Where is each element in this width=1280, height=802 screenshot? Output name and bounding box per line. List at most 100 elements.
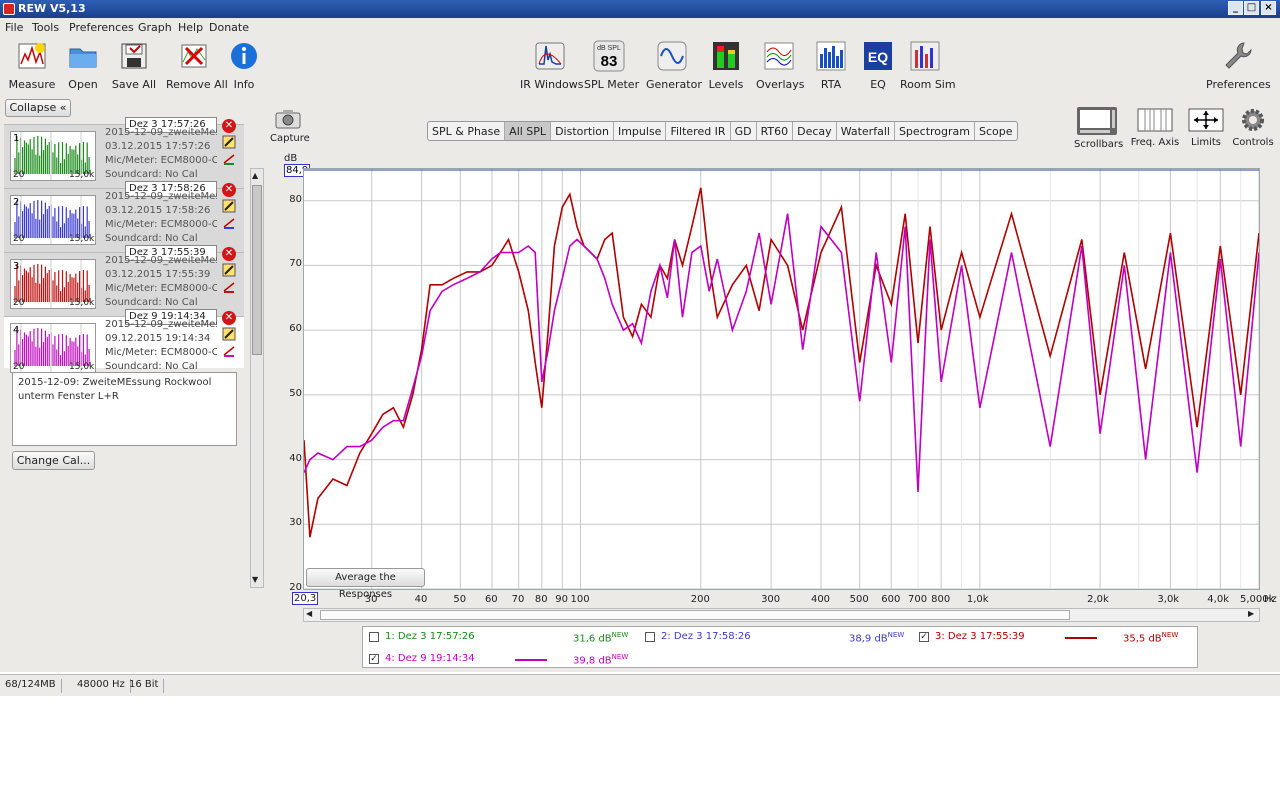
notes-textarea[interactable]: 2015-12-09: ZweiteMEssung Rockwool unter…	[12, 372, 237, 446]
measurement-date-field[interactable]: Dez 3 17:58:26	[125, 181, 217, 197]
legend-checkbox[interactable]	[369, 632, 379, 642]
tab-distortion[interactable]: Distortion	[551, 122, 614, 140]
capture-button[interactable]: Capture	[270, 108, 310, 144]
tab-impulse[interactable]: Impulse	[614, 122, 667, 140]
menu-donate[interactable]: Donate	[209, 21, 249, 34]
measurement-panel-scrollbar[interactable]: ▲ ▼	[250, 168, 264, 588]
menu-file[interactable]: File	[5, 21, 24, 34]
menu-graph[interactable]: Graph	[138, 21, 172, 34]
scroll-up-arrow[interactable]: ▲	[252, 171, 259, 180]
preferences-button[interactable]: Preferences	[1206, 40, 1271, 96]
legend-checkbox[interactable]	[645, 632, 655, 642]
legend-value: 31,6 dBNEW	[573, 631, 629, 645]
tab-gd[interactable]: GD	[731, 122, 757, 140]
freq-axis-button[interactable]: Freq. Axis	[1130, 106, 1180, 148]
measurement-card-3[interactable]: Dez 3 17:55:39 ✕ 3 20 15,0k 2015-12-09_z…	[4, 245, 244, 316]
tab-spl-phase[interactable]: SPL & Phase	[428, 122, 506, 140]
legend-checkbox[interactable]: ✓	[369, 654, 379, 664]
tab-rt60[interactable]: RT60	[757, 122, 794, 140]
measurement-thumbnail[interactable]: 4 20 15,0k	[10, 323, 96, 373]
limits-label: Limits	[1191, 137, 1221, 148]
tab-filtered-ir[interactable]: Filtered IR	[666, 122, 731, 140]
measurement-card-2[interactable]: Dez 3 17:58:26 ✕ 2 20 15,0k 2015-12-09_z…	[4, 181, 244, 252]
x-tick-label: 40	[414, 594, 428, 605]
x-tick-label: 800	[931, 594, 951, 605]
plot-horizontal-scrollbar[interactable]: ◀ ▶	[303, 608, 1260, 622]
menu-help[interactable]: Help	[178, 21, 204, 34]
x-tick-label: 4,0k	[1207, 594, 1229, 605]
color-swatch-icon[interactable]	[222, 217, 236, 229]
x-tick-label: 30	[364, 594, 378, 605]
bit-depth-status: 16 Bit	[124, 679, 165, 693]
tab-spectrogram[interactable]: Spectrogram	[895, 122, 976, 140]
controls-button[interactable]: Controls	[1232, 106, 1274, 148]
legend-checkbox[interactable]: ✓	[919, 632, 929, 642]
measurement-thumbnail[interactable]: 2 20 15,0k	[10, 195, 96, 245]
x-tick-label: 300	[761, 594, 781, 605]
measurement-date-field[interactable]: Dez 3 17:57:26	[125, 117, 217, 133]
hscroll-thumb[interactable]	[320, 610, 1070, 620]
measurement-thumbnail[interactable]: 1 20 15,0k	[10, 131, 96, 181]
thumbnail-graph	[14, 132, 90, 180]
x-tick-label: 60	[484, 594, 498, 605]
measurement-card-4[interactable]: Dez 9 19:14:34 ✕ 4 20 15,0k 2015-12-09_z…	[4, 309, 244, 373]
remove-measurement-icon[interactable]: ✕	[222, 183, 236, 197]
open-button[interactable]: Open	[62, 40, 104, 96]
scroll-right-arrow[interactable]: ▶	[1248, 609, 1255, 618]
measurement-thumbnail[interactable]: 3 20 15,0k	[10, 259, 96, 309]
save-all-button[interactable]: Save All	[110, 40, 158, 96]
color-swatch-icon[interactable]	[222, 153, 236, 165]
menu-preferences[interactable]: Preferences	[69, 21, 134, 34]
remove-measurement-icon[interactable]: ✕	[222, 247, 236, 261]
maximize-button[interactable]: □	[1244, 1, 1259, 15]
remove-measurement-icon[interactable]: ✕	[222, 311, 236, 325]
scroll-left-arrow[interactable]: ◀	[306, 609, 313, 618]
edit-pencil-icon[interactable]	[222, 327, 236, 341]
spl-meter-button[interactable]: dB SPL 83 SPL Meter	[584, 40, 640, 96]
thumbnail-high-freq: 15,0k	[69, 362, 95, 372]
eq-button[interactable]: EQ EQ	[862, 40, 894, 96]
sample-rate-status: 48000 Hz	[72, 679, 131, 693]
menu-tools[interactable]: Tools	[32, 21, 60, 34]
freq-axis-icon	[1137, 108, 1173, 132]
minimize-button[interactable]: _	[1228, 1, 1243, 15]
edit-pencil-icon[interactable]	[222, 135, 236, 149]
thumbnail-graph	[14, 260, 90, 308]
color-swatch-icon[interactable]	[222, 345, 236, 357]
edit-pencil-icon[interactable]	[222, 263, 236, 277]
collapse-button[interactable]: Collapse «	[5, 99, 71, 117]
tab-all-spl[interactable]: All SPL	[505, 122, 552, 140]
tab-waterfall[interactable]: Waterfall	[837, 122, 895, 140]
x-min-value[interactable]: 20,3	[292, 592, 319, 605]
limits-button[interactable]: Limits	[1188, 106, 1224, 148]
spl-meter-label: SPL Meter	[584, 78, 640, 91]
scrollbars-button[interactable]: Scrollbars	[1074, 106, 1123, 150]
measurement-card-1[interactable]: Dez 3 17:57:26 ✕ 1 20 15,0k 2015-12-09_z…	[4, 117, 244, 188]
measurement-date-field[interactable]: Dez 3 17:55:39	[125, 245, 217, 261]
room-sim-button[interactable]: Room Sim	[900, 40, 956, 96]
ir-windows-button[interactable]: IR Windows	[520, 40, 584, 96]
info-button[interactable]: Info	[228, 40, 260, 96]
remove-all-button[interactable]: Remove All	[166, 40, 228, 96]
change-cal-button[interactable]: Change Cal...	[12, 451, 95, 470]
spl-plot[interactable]: Average the Responses	[303, 168, 1260, 600]
rta-button[interactable]: RTA	[814, 40, 848, 96]
measurement-date-field[interactable]: Dez 9 19:14:34	[125, 309, 217, 325]
remove-measurement-icon[interactable]: ✕	[222, 119, 236, 133]
generator-button[interactable]: Generator	[646, 40, 702, 96]
scroll-down-arrow[interactable]: ▼	[252, 575, 259, 584]
edit-pencil-icon[interactable]	[222, 199, 236, 213]
measure-button[interactable]: Measure	[6, 40, 58, 96]
overlays-button[interactable]: Overlays	[756, 40, 805, 96]
y-tick-label: 20	[289, 582, 302, 593]
tab-scope[interactable]: Scope	[979, 125, 1013, 138]
scroll-thumb[interactable]	[252, 185, 262, 355]
measurement-soundcard: Soundcard: No Cal	[105, 361, 198, 372]
overlays-label: Overlays	[756, 78, 805, 91]
tab-decay[interactable]: Decay	[793, 122, 837, 140]
color-swatch-icon[interactable]	[222, 281, 236, 293]
average-responses-button[interactable]: Average the Responses	[306, 568, 425, 600]
legend-line-swatch	[1065, 637, 1097, 639]
close-button[interactable]: ×	[1261, 1, 1276, 15]
levels-button[interactable]: Levels	[706, 40, 746, 96]
